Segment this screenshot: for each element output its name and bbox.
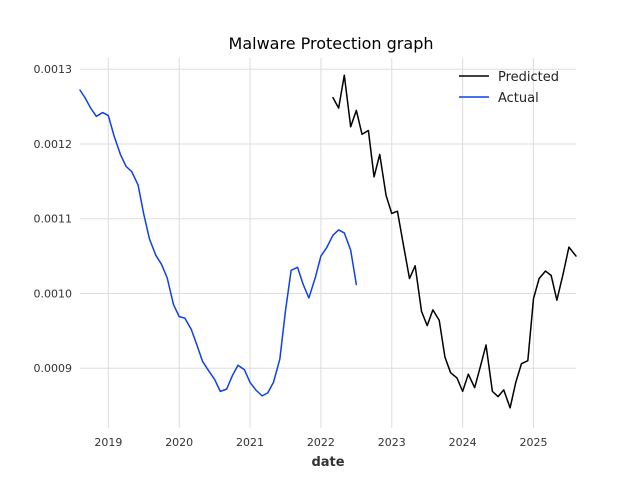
x-tick-label: 2024 [449,436,477,449]
y-tick-label: 0.0013 [34,63,73,76]
x-tick-label: 2022 [307,436,335,449]
x-tick-label: 2025 [519,436,547,449]
chart-title: Malware Protection graph [229,34,434,53]
x-tick-label: 2020 [165,436,193,449]
x-tick-label: 2021 [236,436,264,449]
x-axis-label: date [311,455,344,470]
series-line-predicted [332,74,577,409]
legend-label-predicted: Predicted [498,70,559,85]
y-tick-label: 0.0011 [34,213,73,226]
x-tick-label: 2023 [378,436,406,449]
legend-label-actual: Actual [498,91,539,106]
y-tick-label: 0.0009 [34,362,73,375]
series-line-actual [79,89,358,397]
legend: Predicted Actual [459,70,559,106]
x-axis-ticks: 2019 2020 2021 2022 2023 2024 2025 [94,436,547,449]
grid-lines [80,58,576,428]
series-lines [79,74,577,409]
y-axis-ticks: 0.0009 0.0010 0.0011 0.0012 0.0013 [34,63,73,375]
y-tick-label: 0.0010 [34,287,73,300]
y-tick-label: 0.0012 [34,138,73,151]
x-tick-label: 2019 [94,436,122,449]
